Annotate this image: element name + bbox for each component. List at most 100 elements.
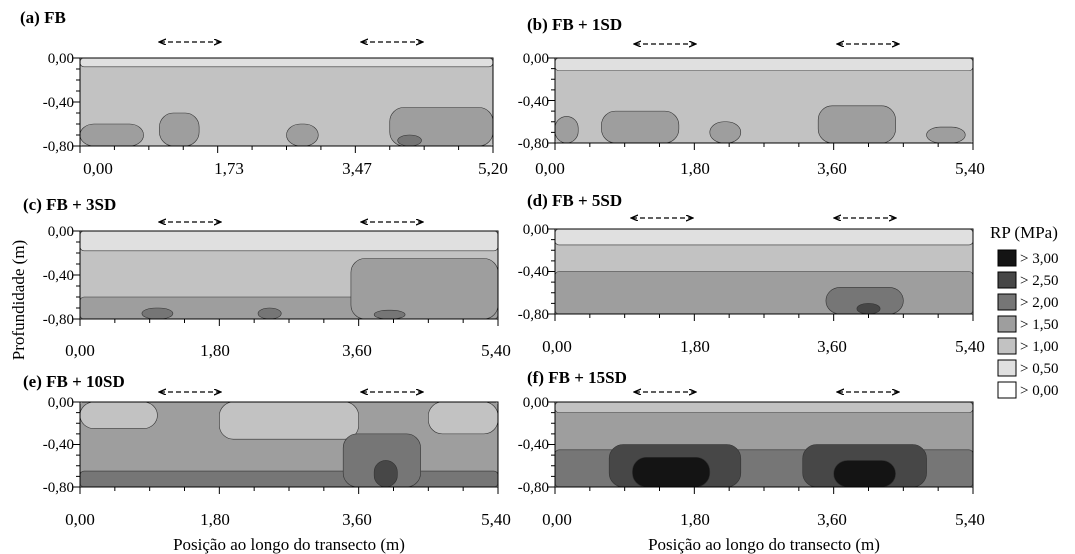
x-axis-label: Posição ao longo do transecto (m) — [648, 535, 880, 554]
contour-zone — [80, 123, 144, 146]
contour-zone — [428, 402, 498, 435]
contour-zone — [141, 307, 174, 319]
contour-zone — [601, 110, 680, 143]
y-tick-label: -0,40 — [518, 264, 549, 280]
y-tick-label: -0,80 — [518, 480, 549, 496]
plot-area — [548, 57, 974, 150]
plot-area — [73, 57, 494, 153]
legend-swatch — [997, 293, 1017, 311]
x-tick-label: 3,60 — [342, 510, 372, 529]
y-tick-label: 0,00 — [48, 224, 74, 240]
y-tick-label: 0,00 — [523, 395, 549, 411]
contour-zone — [555, 58, 973, 72]
x-tick-label: 5,40 — [481, 510, 511, 529]
contour-zone — [286, 123, 319, 146]
contour-zone — [555, 402, 973, 413]
y-tick-label: -0,80 — [518, 307, 549, 323]
contour-zone — [342, 433, 421, 487]
x-tick-label: 5,20 — [478, 159, 508, 178]
contour-zone — [833, 460, 896, 487]
contour-zone — [555, 271, 973, 314]
y-tick-label: -0,80 — [43, 139, 74, 155]
y-tick-label: -0,80 — [43, 312, 74, 328]
panel-title: (c) FB + 3SD — [23, 195, 116, 214]
plot-area — [548, 401, 974, 494]
panel-a: (a) FB 0,00 -0,40 -0,80 0,00 1,73 3,47 5… — [20, 8, 508, 178]
contour-zone — [373, 309, 406, 319]
x-tick-label: 5,40 — [955, 337, 985, 356]
x-tick-label: 0,00 — [542, 510, 572, 529]
x-tick-label: 5,40 — [955, 159, 985, 178]
legend-label: > 2,50 — [1020, 273, 1058, 289]
legend-swatch — [997, 315, 1017, 333]
x-tick-label: 0,00 — [65, 510, 95, 529]
x-tick-label: 0,00 — [535, 159, 565, 178]
y-tick-label: -0,80 — [43, 480, 74, 496]
contour-zone — [219, 402, 359, 440]
contour-zone — [856, 303, 881, 314]
x-tick-label: 3,60 — [817, 159, 847, 178]
x-tick-label: 0,00 — [83, 159, 113, 178]
panel-e: (e) FB + 10SD 0,00 -0,40 -0,80 0,00 1,80… — [23, 372, 511, 554]
x-tick-label: 1,80 — [200, 510, 230, 529]
y-tick-label: 0,00 — [48, 395, 74, 411]
legend-items: > 3,00 > 2,50 > 2,00 > 1,50 > 1,00 > 0,50 > 0,… — [997, 249, 1058, 399]
contour-zone — [926, 126, 966, 143]
x-tick-label: 5,40 — [481, 341, 511, 360]
panel-title: (a) FB — [20, 8, 66, 27]
y-tick-label: -0,40 — [518, 437, 549, 453]
x-axis-label: Posição ao longo do transecto (m) — [173, 535, 405, 554]
legend: RP (MPa) > 3,00> 2,50> 2,00> 1,50> 1,00>… — [990, 223, 1058, 399]
x-tick-label: 1,80 — [680, 510, 710, 529]
contour-zone — [825, 287, 904, 314]
x-tick-label: 1,80 — [200, 341, 230, 360]
contour-zone — [257, 307, 282, 319]
legend-swatch — [997, 359, 1017, 377]
y-axis-label: Profundidade (m) — [9, 240, 28, 360]
contour-zone — [373, 460, 398, 487]
x-tick-label: 1,80 — [680, 337, 710, 356]
x-tick-label: 3,60 — [817, 337, 847, 356]
contour-zone — [80, 470, 498, 487]
legend-swatch — [997, 271, 1017, 289]
x-tick-label: 0,00 — [542, 337, 572, 356]
x-tick-label: 5,40 — [955, 510, 985, 529]
contour-zone — [817, 105, 896, 143]
y-tick-label: -0,40 — [518, 94, 549, 110]
legend-swatch — [997, 381, 1017, 399]
legend-title: RP (MPa) — [990, 223, 1058, 242]
legend-label: > 0,50 — [1020, 361, 1058, 377]
x-tick-label: 3,60 — [817, 510, 847, 529]
contour-zone — [159, 112, 200, 146]
legend-swatch — [997, 337, 1017, 355]
legend-label: > 2,00 — [1020, 295, 1058, 311]
plot-area — [73, 230, 499, 326]
legend-label: > 1,50 — [1020, 317, 1058, 333]
y-tick-label: -0,40 — [43, 95, 74, 111]
panel-title: (d) FB + 5SD — [527, 191, 622, 210]
legend-swatch — [997, 249, 1017, 267]
panel-d: (d) FB + 5SD 0,00 -0,40 -0,80 0,00 1,80 … — [518, 191, 985, 356]
legend-label: > 3,00 — [1020, 251, 1058, 267]
contour-zone — [709, 121, 742, 143]
x-tick-label: 1,80 — [680, 159, 710, 178]
x-tick-label: 0,00 — [65, 341, 95, 360]
y-tick-label: -0,80 — [518, 136, 549, 152]
y-tick-label: -0,40 — [43, 268, 74, 284]
x-tick-label: 1,73 — [214, 159, 244, 178]
legend-label: > 0,00 — [1020, 383, 1058, 399]
panel-title: (e) FB + 10SD — [23, 372, 125, 391]
plot-area — [73, 401, 499, 494]
contour-zone — [397, 134, 422, 146]
contour-zone — [555, 116, 579, 143]
contour-zone — [632, 456, 711, 487]
panel-title: (b) FB + 1SD — [527, 15, 622, 34]
y-tick-label: 0,00 — [523, 222, 549, 238]
contour-zone — [555, 229, 973, 246]
legend-label: > 1,00 — [1020, 339, 1058, 355]
y-tick-label: 0,00 — [523, 51, 549, 67]
panel-f: (f) FB + 15SD 0,00 -0,40 -0,80 0,00 1,80… — [518, 368, 985, 554]
x-tick-label: 3,47 — [342, 159, 372, 178]
x-tick-label: 3,60 — [342, 341, 372, 360]
